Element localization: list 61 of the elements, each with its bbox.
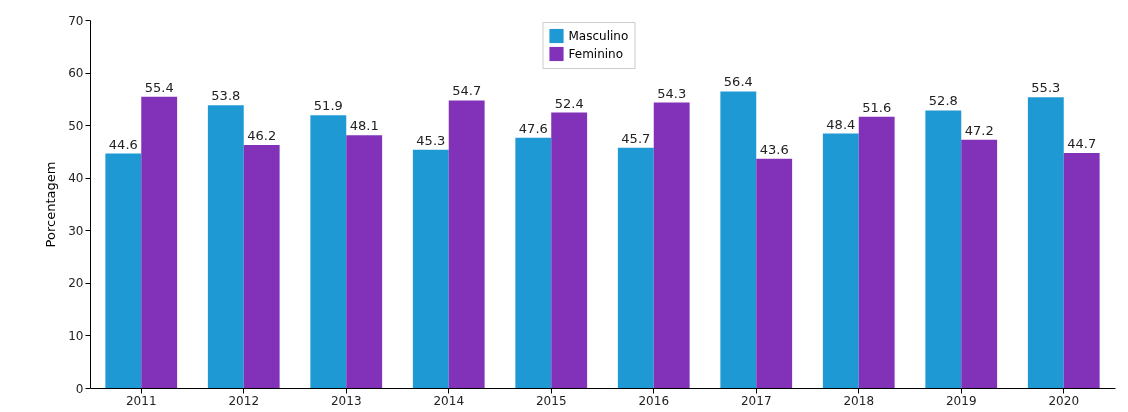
x-tick-label: 2014: [433, 393, 465, 408]
bar: [653, 102, 690, 388]
y-tick-label: 50: [68, 118, 84, 133]
data-label: 44.7: [1067, 136, 1097, 152]
bar: [756, 158, 793, 388]
bar: [243, 145, 280, 388]
data-label: 55.4: [144, 79, 174, 95]
y-tick-label: 20: [68, 276, 84, 291]
bar: [412, 149, 449, 388]
y-tick-label: 40: [68, 171, 84, 186]
data-label: 43.6: [759, 141, 789, 157]
data-label: 55.3: [1031, 80, 1061, 96]
bar: [141, 96, 178, 388]
y-tick-label: 10: [68, 328, 84, 343]
bar: [925, 110, 962, 388]
bar: [310, 115, 347, 388]
y-tick-label: 60: [68, 66, 84, 81]
data-label: 48.4: [826, 116, 856, 132]
x-tick-label: 2016: [638, 393, 670, 408]
bar: [961, 139, 998, 388]
bar: [105, 153, 142, 388]
data-label: 45.3: [416, 132, 446, 148]
bar: [1063, 153, 1100, 388]
x-tick-label: 2020: [1048, 393, 1080, 408]
data-label: 44.6: [108, 136, 138, 152]
x-tick-label: 2019: [945, 393, 977, 408]
y-tick-label: 0: [75, 381, 84, 396]
bar: [551, 112, 588, 388]
data-label: 51.6: [862, 99, 892, 115]
data-label: 45.7: [621, 130, 651, 146]
data-label: 52.4: [554, 95, 584, 111]
data-label: 47.6: [518, 120, 548, 136]
data-label: 53.8: [211, 88, 241, 104]
data-label: 54.7: [452, 83, 482, 99]
legend-label: Feminino: [568, 47, 624, 61]
bar: [1027, 97, 1064, 388]
y-axis-title: Porcentagem: [43, 161, 59, 248]
data-label: 46.2: [247, 128, 277, 144]
y-tick-label: 30: [68, 223, 84, 238]
data-label: 51.9: [313, 98, 343, 114]
bar: [822, 133, 859, 388]
data-label: 47.2: [964, 122, 994, 138]
bar: [617, 147, 654, 388]
data-label: 56.4: [723, 74, 753, 90]
x-tick-label: 2012: [228, 393, 260, 408]
x-tick-label: 2015: [535, 393, 567, 408]
bar: [207, 105, 244, 388]
data-label: 48.1: [349, 118, 379, 134]
data-label: 52.8: [928, 93, 958, 109]
bar: [858, 116, 895, 388]
bar: [720, 91, 757, 388]
legend-label: Masculino: [568, 29, 629, 43]
x-tick-label: 2013: [330, 393, 362, 408]
x-tick-label: 2018: [843, 393, 875, 408]
bar: [515, 137, 552, 388]
y-tick-label: 70: [68, 13, 84, 28]
x-tick-label: 2017: [740, 393, 772, 408]
x-tick-label: 2011: [125, 393, 157, 408]
bar: [448, 100, 485, 388]
data-label: 54.3: [657, 85, 687, 101]
bar: [346, 135, 383, 388]
